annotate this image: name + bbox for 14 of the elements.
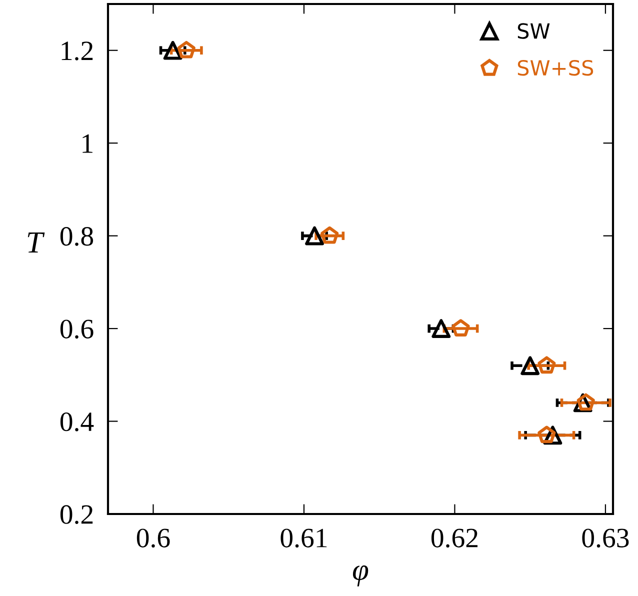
- x-tick-label: 0.6: [136, 528, 170, 548]
- y-tick-label: 1: [82, 134, 92, 153]
- x-axis-title: φ: [352, 565, 368, 586]
- x-tick-label: 0.61: [280, 528, 327, 548]
- legend-label: SW+SS: [518, 60, 594, 76]
- y-axis-title: T: [28, 232, 45, 252]
- x-tick-label: 0.62: [431, 528, 478, 548]
- y-tick-label: 0.6: [60, 320, 94, 339]
- y-tick-label: 1.2: [62, 42, 93, 60]
- y-tick-label: 0.8: [60, 226, 94, 246]
- y-tick-label: 0.4: [60, 412, 94, 432]
- x-tick-label: 0.63: [582, 528, 629, 548]
- legend-label: SW: [518, 23, 550, 39]
- y-tick-label: 0.2: [60, 505, 93, 524]
